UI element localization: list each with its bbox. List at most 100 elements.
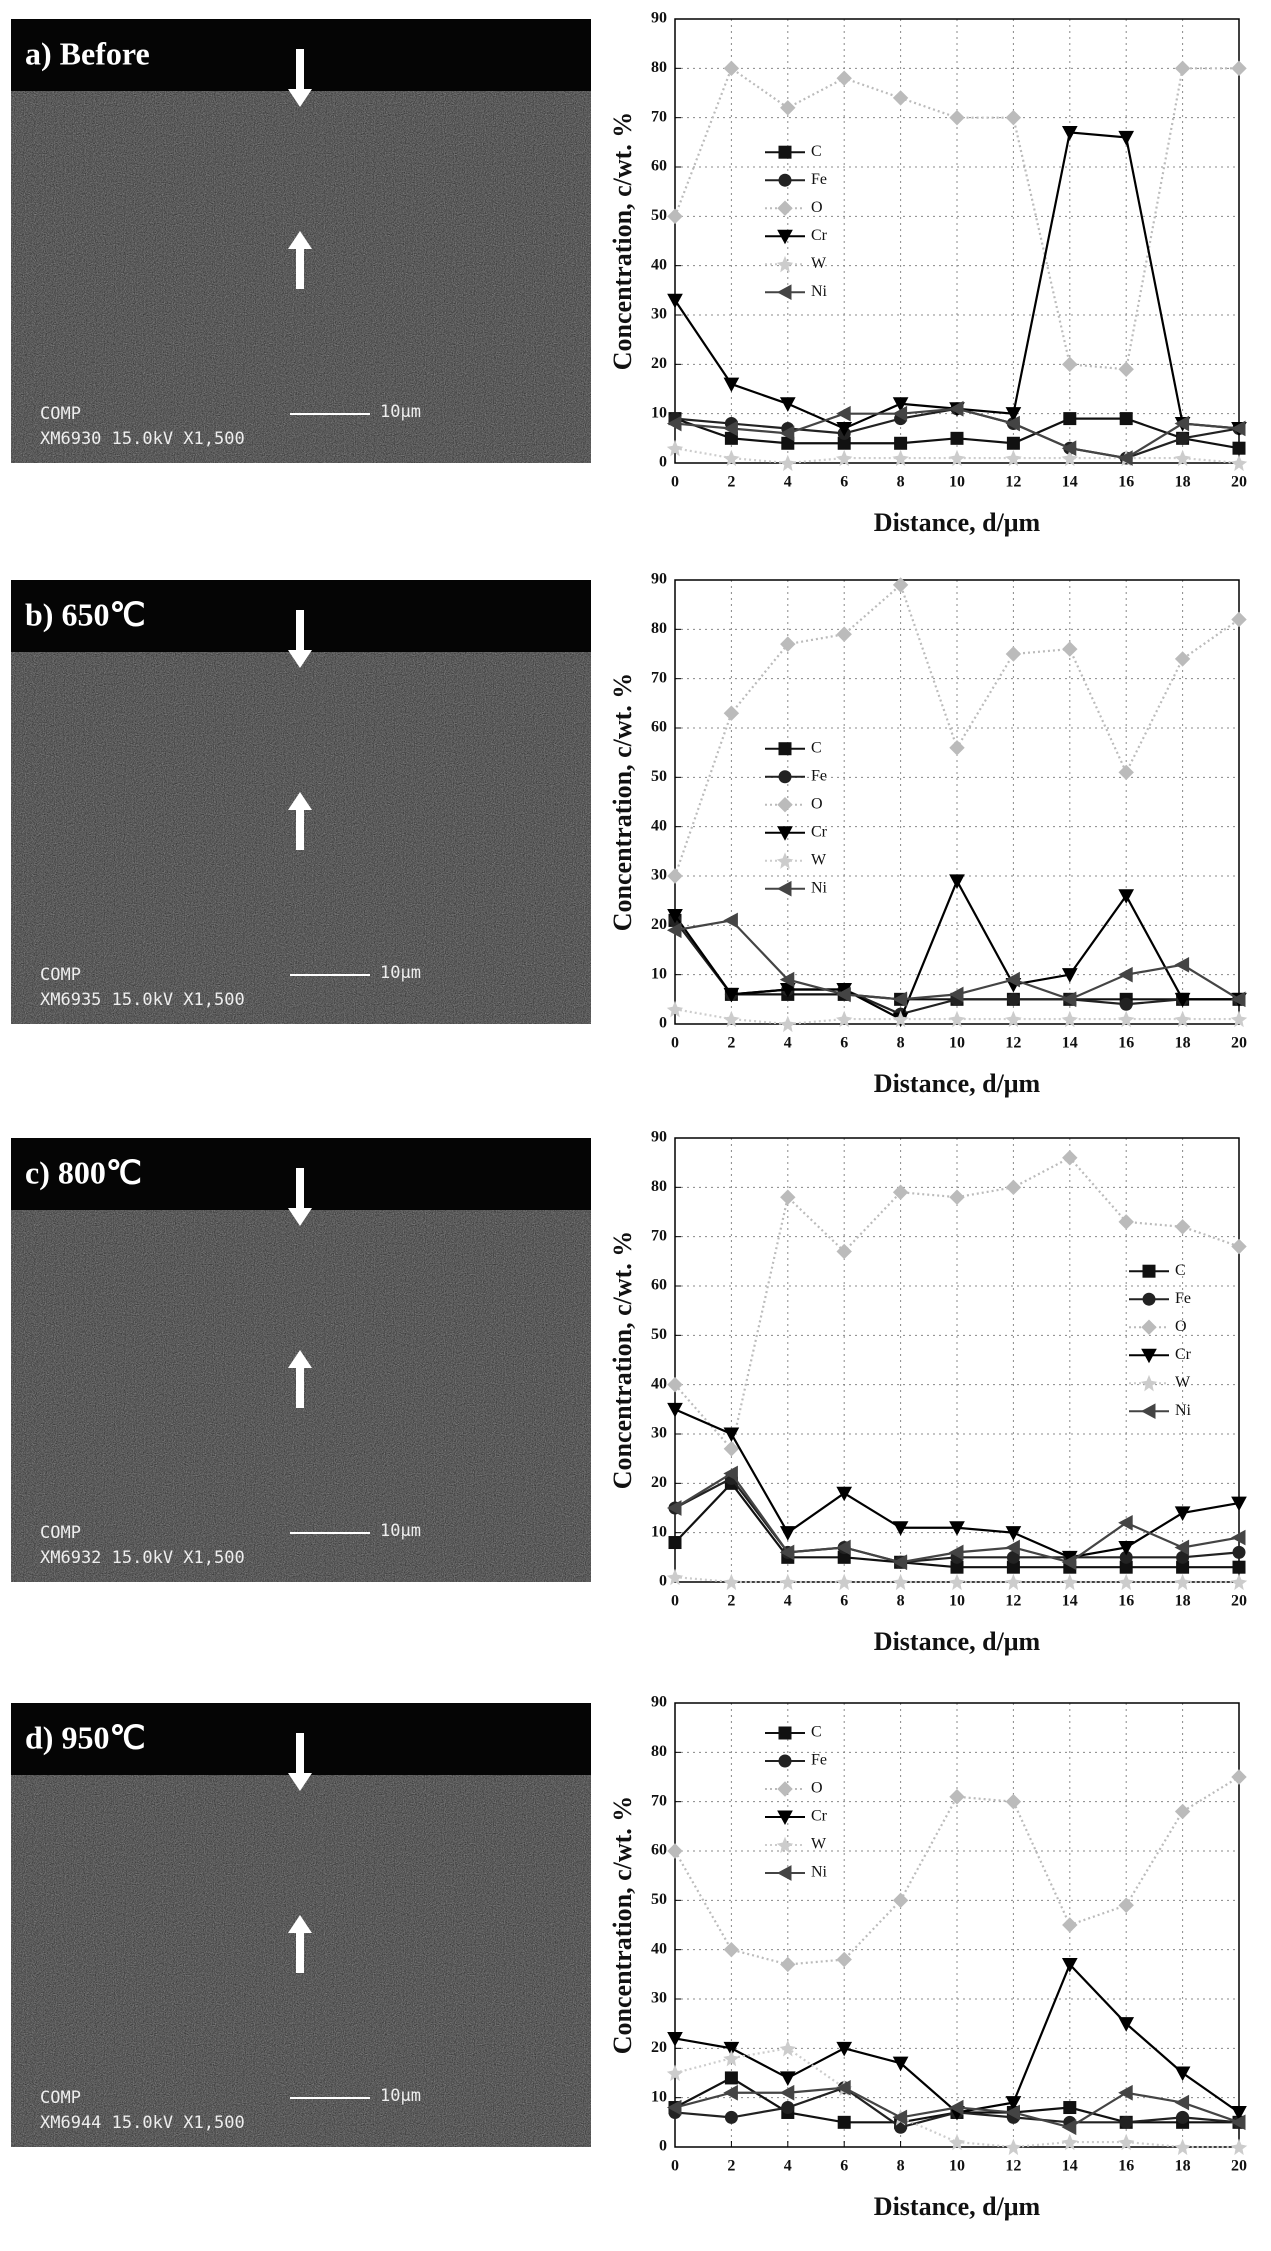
series-line bbox=[674, 1575, 1239, 1584]
marker bbox=[836, 1010, 853, 1028]
marker bbox=[667, 208, 683, 225]
x-tick-label: 18 bbox=[1175, 1035, 1191, 1052]
marker bbox=[836, 2041, 853, 2057]
marker bbox=[1118, 764, 1134, 781]
marker bbox=[892, 2056, 909, 2072]
marker bbox=[723, 377, 740, 393]
y-tick-label: 40 bbox=[651, 256, 667, 273]
marker bbox=[779, 425, 795, 442]
image-label: b) 650℃ bbox=[25, 596, 145, 632]
y-tick-label: 50 bbox=[651, 207, 667, 224]
x-tick-label: 20 bbox=[1231, 1035, 1247, 1052]
y-axis-label: Concentration, c/wt. % bbox=[608, 1231, 637, 1490]
y-tick-label: 20 bbox=[651, 1474, 667, 1491]
x-tick-label: 8 bbox=[897, 1593, 905, 1610]
marker bbox=[779, 2071, 796, 2086]
marker bbox=[1231, 1238, 1247, 1255]
image-info: 10μm bbox=[380, 402, 421, 422]
plot-frame bbox=[674, 579, 1240, 1025]
marker bbox=[837, 2115, 851, 2129]
x-tick-label: 6 bbox=[840, 1035, 848, 1052]
marker bbox=[780, 1189, 796, 1205]
y-tick-label: 90 bbox=[651, 1129, 667, 1146]
marker bbox=[1061, 1554, 1077, 1571]
marker bbox=[892, 90, 909, 106]
marker bbox=[1174, 449, 1191, 467]
x-tick-label: 12 bbox=[1005, 474, 1021, 491]
legend-label: Fe bbox=[811, 171, 827, 188]
y-tick-label: 90 bbox=[651, 1694, 667, 1711]
y-tick-label: 70 bbox=[651, 669, 667, 686]
marker bbox=[948, 2133, 966, 2151]
y-tick-label: 20 bbox=[651, 355, 667, 372]
x-tick-label: 18 bbox=[1175, 474, 1191, 491]
legend-label: W bbox=[811, 255, 827, 272]
x-tick-label: 12 bbox=[1005, 1593, 1021, 1610]
marker bbox=[666, 415, 682, 432]
legend-label: C bbox=[811, 143, 822, 160]
marker bbox=[1141, 1319, 1157, 1335]
marker bbox=[667, 1843, 683, 1859]
y-axis-label: Concentration, c/wt. % bbox=[608, 1796, 637, 2055]
legend-label: O bbox=[811, 795, 823, 812]
marker bbox=[1174, 651, 1191, 667]
y-tick-label: 0 bbox=[659, 1573, 667, 1590]
marker bbox=[666, 922, 682, 939]
x-axis-label: Distance, d/μm bbox=[874, 1627, 1041, 1656]
marker bbox=[1005, 1010, 1022, 1028]
image-label: a) Before bbox=[25, 35, 150, 71]
marker bbox=[666, 2064, 684, 2082]
y-axis-label: Concentration, c/wt. % bbox=[608, 673, 637, 932]
legend-label: Cr bbox=[1175, 1346, 1192, 1363]
image-info: 10μm bbox=[380, 963, 421, 983]
marker bbox=[1005, 1526, 1022, 1541]
marker bbox=[780, 100, 796, 116]
marker bbox=[723, 912, 738, 929]
marker bbox=[1230, 991, 1246, 1008]
marker bbox=[1141, 1348, 1157, 1364]
marker bbox=[1230, 2114, 1246, 2131]
y-tick-label: 80 bbox=[651, 59, 667, 76]
legend-label: Ni bbox=[811, 1864, 828, 1881]
marker bbox=[1174, 956, 1190, 973]
arrow-down bbox=[288, 1168, 312, 1226]
marker bbox=[1142, 1292, 1156, 1306]
marker bbox=[1062, 1917, 1078, 1933]
x-tick-label: 8 bbox=[897, 1035, 905, 1052]
marker bbox=[666, 1000, 684, 1018]
marker bbox=[892, 1184, 909, 1200]
marker bbox=[724, 2110, 738, 2124]
marker bbox=[1174, 1539, 1190, 1556]
image-info: COMP bbox=[40, 404, 81, 424]
y-tick-label: 20 bbox=[651, 916, 667, 933]
marker bbox=[948, 1544, 964, 1561]
marker bbox=[776, 880, 792, 897]
legend-label: W bbox=[811, 851, 827, 868]
marker bbox=[1062, 1150, 1078, 1166]
marker bbox=[779, 1015, 796, 1033]
plot-frame bbox=[674, 18, 1240, 464]
marker bbox=[836, 1486, 853, 1502]
marker bbox=[836, 1573, 853, 1591]
chart: 0 10 20 30 40 50 60 70 80 90 0 2 4 6 8 10 12 14 16 18 20 Dist… bbox=[608, 571, 1248, 1098]
marker bbox=[948, 986, 964, 1003]
legend-label: Fe bbox=[811, 1752, 827, 1769]
marker bbox=[666, 2099, 682, 2116]
marker bbox=[777, 1810, 793, 1826]
marker bbox=[1005, 1539, 1020, 1556]
marker bbox=[1176, 431, 1190, 445]
x-tick-label: 14 bbox=[1062, 1593, 1078, 1610]
marker bbox=[1230, 420, 1246, 437]
legend-label: C bbox=[1175, 1262, 1186, 1279]
marker bbox=[1005, 1179, 1022, 1196]
marker bbox=[1005, 1793, 1022, 1810]
x-tick-label: 4 bbox=[784, 474, 792, 491]
marker bbox=[776, 852, 794, 869]
y-tick-label: 10 bbox=[651, 404, 667, 421]
marker bbox=[1061, 2119, 1077, 2136]
image-info: XM6930 15.0kV X1,500 bbox=[40, 429, 245, 449]
y-tick-label: 80 bbox=[651, 1178, 667, 1195]
sem-image: a) Before COMP 10μm XM6930 15.0kV X1,500 bbox=[11, 19, 591, 463]
legend-label: O bbox=[811, 199, 823, 216]
image-label: c) 800℃ bbox=[25, 1154, 142, 1190]
